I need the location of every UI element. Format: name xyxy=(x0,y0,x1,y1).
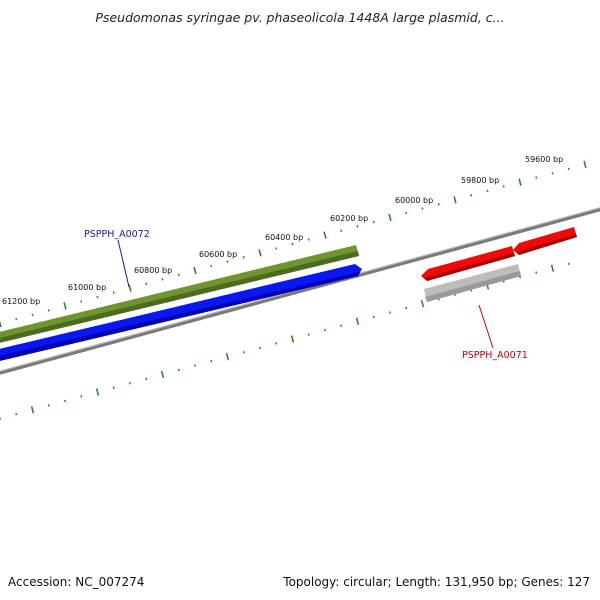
minor-tick xyxy=(96,295,99,299)
minor-tick xyxy=(567,262,570,266)
gene-red-1[interactable] xyxy=(421,246,515,281)
minor-tick xyxy=(405,211,408,215)
minor-tick xyxy=(307,333,310,336)
tick-label: 60400 bp xyxy=(265,233,303,242)
tick-label: 59800 bp xyxy=(461,176,499,185)
minor-tick xyxy=(226,260,229,263)
minor-tick xyxy=(31,313,34,317)
plasmid-backbone xyxy=(0,207,600,375)
minor-tick xyxy=(177,368,180,372)
major-tick xyxy=(128,284,132,292)
minor-tick xyxy=(551,171,554,175)
gene-red-2-shade xyxy=(516,234,577,255)
major-tick xyxy=(258,249,262,257)
minor-tick xyxy=(63,399,67,403)
major-tick xyxy=(355,317,360,325)
topology-summary: Topology: circular; Length: 131,950 bp; … xyxy=(283,575,590,589)
minor-tick xyxy=(47,309,50,312)
minor-tick xyxy=(80,300,83,303)
major-tick xyxy=(550,264,555,272)
minor-tick xyxy=(258,346,262,350)
minor-tick xyxy=(275,342,278,345)
major-tick xyxy=(30,406,35,414)
tick-label: 61000 bp xyxy=(68,283,106,292)
minor-tick xyxy=(145,282,148,286)
tick-label: 59600 bp xyxy=(525,155,563,164)
major-tick xyxy=(420,299,425,308)
minor-tick xyxy=(291,242,294,246)
major-tick xyxy=(583,160,587,169)
red-gene-label[interactable]: PSPPH_A0071 xyxy=(462,350,528,361)
minor-tick xyxy=(567,167,570,171)
minor-tick xyxy=(128,381,132,385)
major-tick xyxy=(193,266,197,275)
minor-tick xyxy=(356,225,359,228)
minor-tick xyxy=(47,404,50,407)
minor-tick xyxy=(518,275,522,279)
tick-label: 60800 bp xyxy=(134,266,172,275)
minor-tick xyxy=(340,229,343,232)
minor-tick xyxy=(340,324,343,327)
gene-red-2[interactable] xyxy=(513,227,577,255)
minor-tick xyxy=(323,328,327,332)
gene-gray-shade xyxy=(425,271,521,302)
minor-tick xyxy=(145,377,148,381)
minor-tick xyxy=(15,412,18,416)
major-tick xyxy=(388,213,392,222)
minor-tick xyxy=(161,278,164,281)
minor-tick xyxy=(535,271,538,274)
blue-gene-leader xyxy=(117,239,130,288)
major-tick xyxy=(518,178,522,186)
minor-tick xyxy=(15,317,18,321)
major-tick xyxy=(323,231,327,239)
gene-blue-shade xyxy=(0,272,360,361)
minor-tick xyxy=(470,194,473,197)
tick-label: 60600 bp xyxy=(199,250,237,259)
minor-tick xyxy=(80,395,83,398)
gene-green-shade xyxy=(0,251,359,343)
minor-tick xyxy=(502,185,505,188)
major-tick xyxy=(0,320,2,328)
minor-tick xyxy=(502,280,505,283)
red-gene-leader xyxy=(478,304,494,349)
minor-tick xyxy=(405,306,408,310)
major-tick xyxy=(63,302,67,310)
minor-tick xyxy=(242,351,245,354)
minor-tick xyxy=(242,256,245,259)
minor-tick xyxy=(437,202,440,206)
tick-label: 60200 bp xyxy=(330,214,368,223)
minor-tick xyxy=(177,273,180,277)
map-title: Pseudomonas syringae pv. phaseolicola 14… xyxy=(95,10,505,25)
blue-gene-label[interactable]: PSPPH_A0072 xyxy=(84,229,150,240)
accession-text: Accession: NC_007274 xyxy=(8,575,145,589)
minor-tick xyxy=(486,189,489,193)
minor-tick xyxy=(372,315,375,319)
major-tick xyxy=(290,335,295,343)
upper-tick-row xyxy=(0,160,587,328)
tick-label: 61200 bp xyxy=(2,297,40,306)
tick-labels: 59600 bp 59800 bp 60000 bp 60200 bp 60400 bp… xyxy=(2,155,563,306)
minor-tick xyxy=(307,238,310,241)
gene-red-1-shade xyxy=(424,253,515,281)
tick-label: 60000 bp xyxy=(395,196,433,205)
minor-tick xyxy=(112,386,115,389)
minor-tick xyxy=(112,291,115,294)
major-tick xyxy=(453,196,457,204)
major-tick xyxy=(95,388,100,396)
minor-tick xyxy=(210,359,213,363)
major-tick xyxy=(160,370,165,379)
major-tick xyxy=(225,353,230,361)
minor-tick xyxy=(421,207,424,210)
minor-tick xyxy=(535,176,538,179)
minor-tick xyxy=(372,220,375,224)
minor-tick xyxy=(388,311,392,314)
minor-tick xyxy=(275,247,278,250)
minor-tick xyxy=(210,264,213,268)
minor-tick xyxy=(193,364,197,367)
